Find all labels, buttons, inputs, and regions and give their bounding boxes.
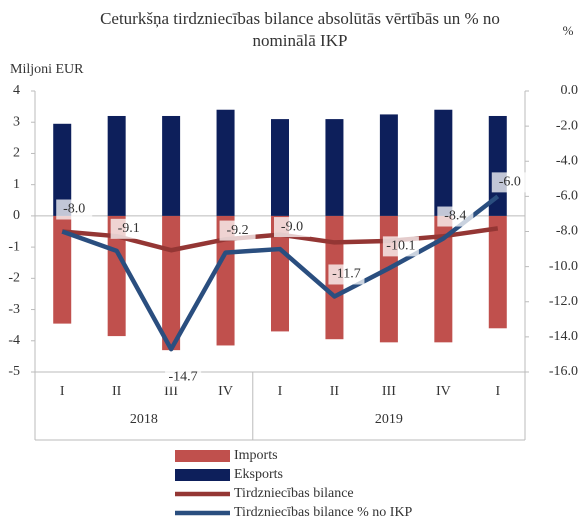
y2-tick-label: -14.0 bbox=[549, 329, 578, 344]
data-label: -14.7 bbox=[169, 369, 198, 384]
bar bbox=[162, 215, 181, 351]
bar bbox=[162, 115, 181, 216]
legend-swatch bbox=[175, 469, 230, 481]
y-tick-label: 4 bbox=[13, 83, 20, 98]
label-box bbox=[437, 206, 474, 227]
y2-tick-label: -6.0 bbox=[556, 189, 578, 204]
x-tick-label: III bbox=[164, 384, 178, 399]
bar bbox=[107, 215, 126, 337]
bar bbox=[325, 119, 344, 216]
data-label: -10.1 bbox=[386, 239, 415, 254]
data-label: -9.1 bbox=[118, 221, 140, 236]
y-tick-label: 0 bbox=[13, 208, 20, 223]
label-box bbox=[328, 264, 365, 285]
x-tick-label: III bbox=[382, 384, 396, 399]
data-label: -9.2 bbox=[226, 223, 248, 238]
data-label: -8.0 bbox=[63, 202, 85, 217]
label-box bbox=[219, 220, 256, 241]
data-label: -11.7 bbox=[332, 267, 361, 282]
y2-tick-label: -2.0 bbox=[556, 118, 578, 133]
x-group-label: 2018 bbox=[130, 412, 158, 427]
y-tick-label: -4 bbox=[8, 333, 20, 348]
x-tick-label: IV bbox=[436, 384, 451, 399]
y2-tick-label: -10.0 bbox=[549, 259, 578, 274]
bar bbox=[216, 215, 235, 346]
y-tick-label: 3 bbox=[13, 114, 20, 129]
x-tick-label: I bbox=[278, 384, 283, 399]
y-tick-label: 2 bbox=[13, 146, 20, 161]
bar bbox=[53, 215, 72, 324]
label-box bbox=[56, 199, 93, 220]
line bbox=[61, 194, 500, 352]
legend-label: Tirdzniecības bilance % no IKP bbox=[234, 505, 413, 520]
x-tick-label: II bbox=[112, 384, 122, 399]
legend-label: Tirdzniecības bilance bbox=[234, 486, 354, 501]
y2-tick-label: -4.0 bbox=[556, 153, 578, 168]
bar bbox=[379, 215, 398, 343]
data-label: -8.4 bbox=[444, 209, 466, 224]
data-label: -9.0 bbox=[281, 219, 303, 234]
bar bbox=[379, 114, 398, 216]
bar bbox=[271, 119, 289, 216]
y2-tick-label: -16.0 bbox=[549, 364, 578, 379]
bar bbox=[216, 109, 235, 216]
y2-tick-label: -8.0 bbox=[556, 224, 578, 239]
y-tick-label: -3 bbox=[8, 302, 20, 317]
bar bbox=[488, 215, 507, 329]
label-box bbox=[165, 367, 202, 388]
y-axis-label: Miljoni EUR bbox=[10, 62, 84, 77]
label-box bbox=[274, 217, 310, 238]
bar bbox=[271, 215, 289, 332]
bar bbox=[434, 215, 453, 343]
bar bbox=[107, 115, 126, 216]
bar bbox=[53, 123, 72, 216]
bar bbox=[434, 109, 453, 216]
y-tick-label: -2 bbox=[8, 271, 20, 286]
x-tick-label: I bbox=[60, 384, 65, 399]
label-box bbox=[491, 172, 528, 193]
label-box bbox=[110, 218, 147, 239]
data-label: -6.0 bbox=[499, 175, 521, 190]
y-tick-label: -5 bbox=[8, 364, 20, 379]
y2-axis-label: % bbox=[563, 23, 574, 38]
legend-label: Imports bbox=[234, 448, 278, 463]
x-tick-label: IV bbox=[218, 384, 233, 399]
x-group-label: 2019 bbox=[375, 412, 403, 427]
y-tick-label: 1 bbox=[13, 177, 20, 192]
y-tick-label: -1 bbox=[8, 239, 20, 254]
y2-tick-label: 0.0 bbox=[561, 83, 579, 98]
legend-swatch bbox=[175, 450, 230, 462]
label-box bbox=[382, 236, 419, 257]
chart-title: Ceturkšņa tirdzniecības bilance absolūtā… bbox=[100, 9, 500, 50]
legend-label: Eksports bbox=[234, 467, 283, 482]
x-tick-label: II bbox=[330, 384, 340, 399]
y2-tick-label: -12.0 bbox=[549, 294, 578, 309]
x-tick-label: I bbox=[495, 384, 500, 399]
